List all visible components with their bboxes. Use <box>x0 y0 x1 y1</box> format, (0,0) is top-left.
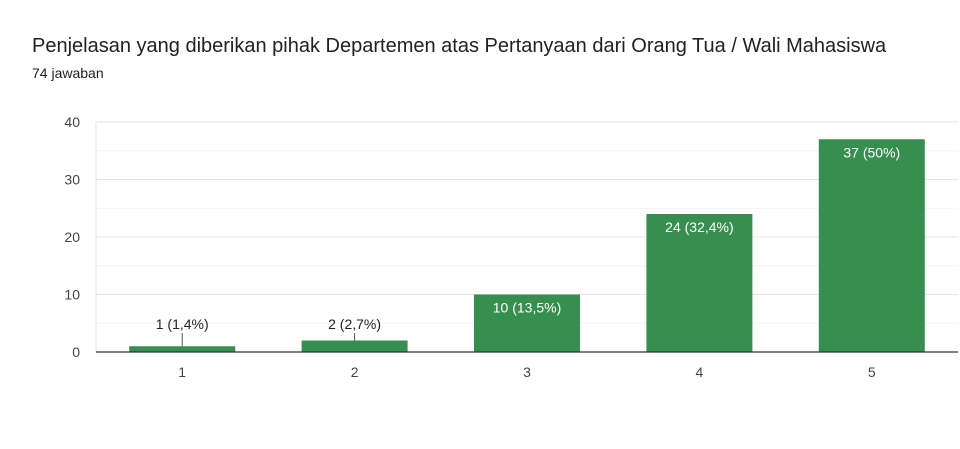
y-tick-label: 40 <box>64 114 80 130</box>
data-label: 1 (1,4%) <box>156 316 209 332</box>
response-count: 74 jawaban <box>32 65 104 81</box>
bar <box>129 346 236 352</box>
grid-lines <box>95 121 958 352</box>
bar <box>646 214 753 352</box>
data-labels: 1 (1,4%) 2 (2,7%) 10 (13,5%) 24 (32,4%) 37 (… <box>156 144 900 347</box>
x-tick-label: 2 <box>351 364 359 380</box>
chart-title: Penjelasan yang diberikan pihak Departem… <box>32 35 887 57</box>
bar <box>474 294 580 352</box>
data-label: 24 (32,4%) <box>665 219 733 235</box>
x-tick-label: 4 <box>696 364 704 380</box>
y-tick-label: 30 <box>64 172 80 188</box>
data-label: 2 (2,7%) <box>328 316 381 332</box>
y-tick-label: 20 <box>64 229 80 245</box>
bar <box>818 139 925 352</box>
x-tick-label: 3 <box>523 364 531 380</box>
bar <box>301 340 408 352</box>
y-tick-label: 0 <box>72 344 80 360</box>
x-tick-label: 5 <box>868 364 876 380</box>
bars <box>129 139 925 352</box>
x-tick-label: 1 <box>178 364 186 380</box>
y-tick-labels: 0 10 20 30 40 <box>64 114 80 360</box>
data-label: 10 (13,5%) <box>493 300 561 316</box>
x-tick-labels: 1 2 3 4 5 <box>178 364 876 380</box>
y-tick-label: 10 <box>64 287 80 303</box>
data-label: 37 (50%) <box>843 144 900 160</box>
